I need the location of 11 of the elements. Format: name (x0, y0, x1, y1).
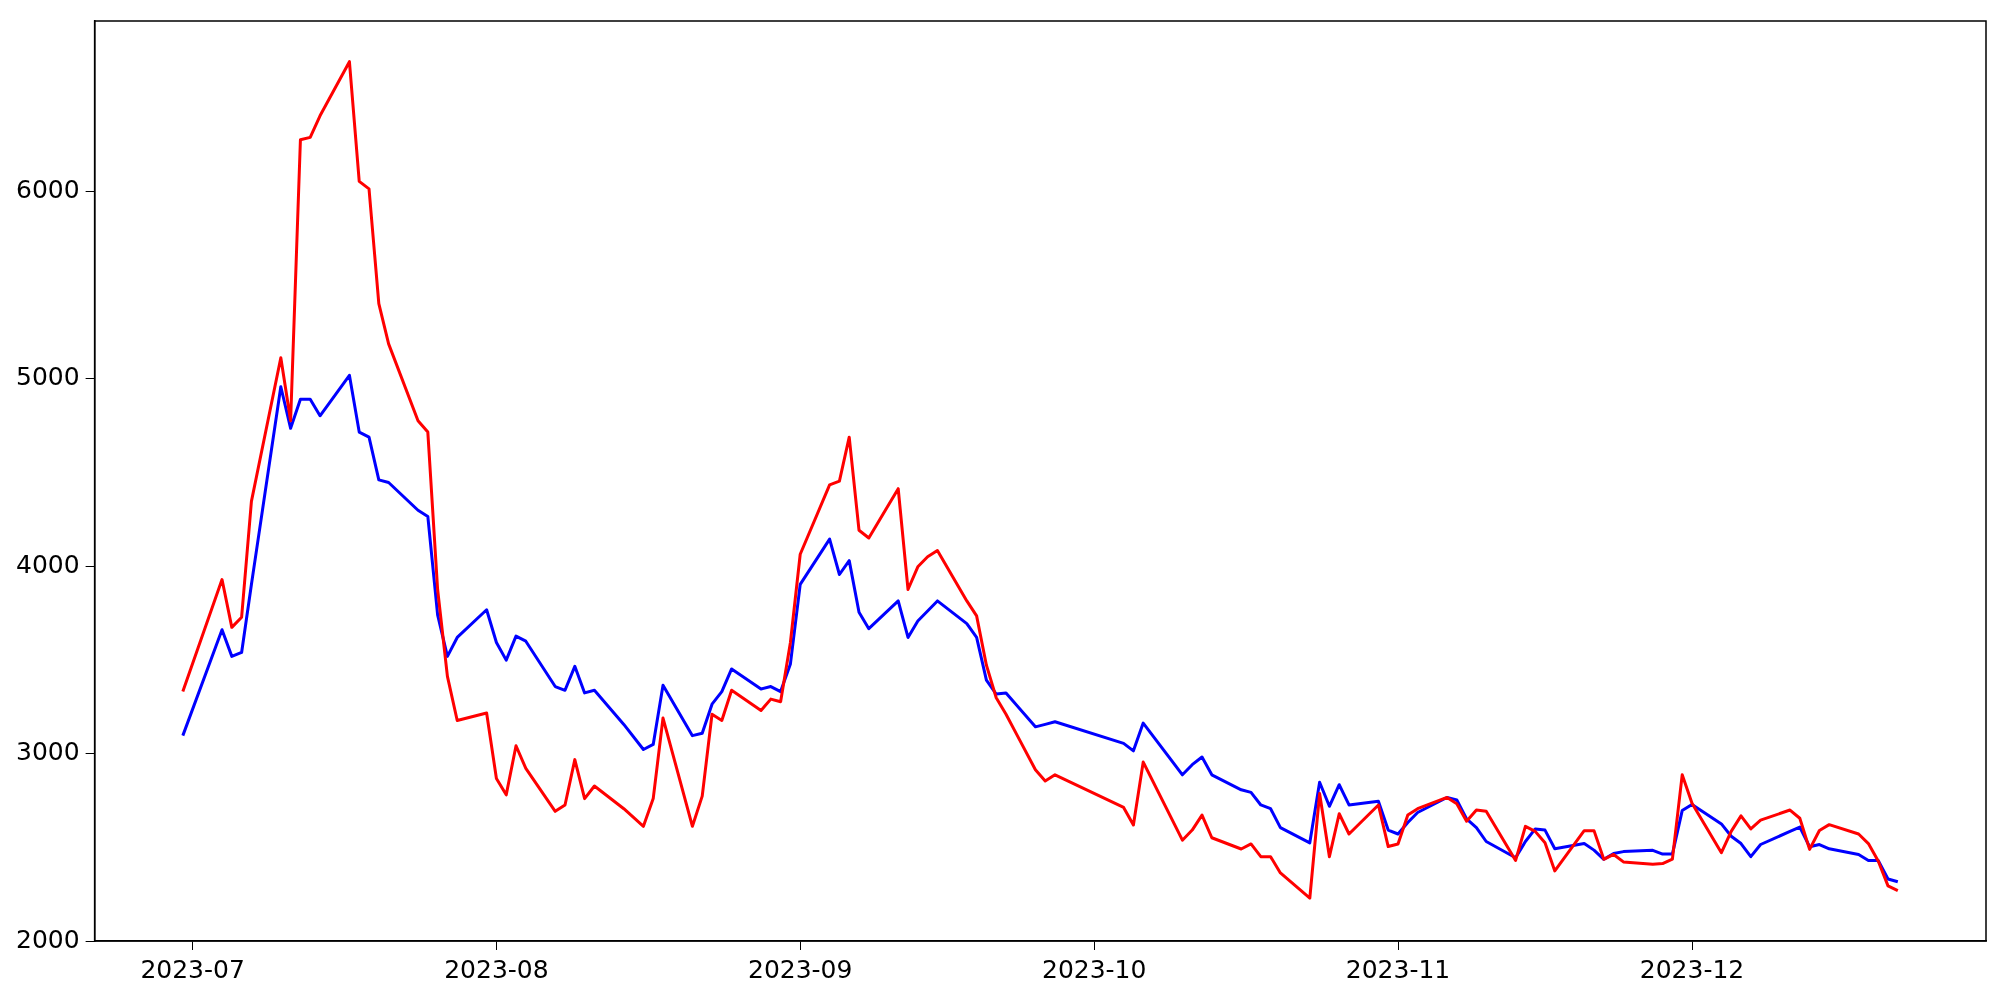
y-tick-label: 4000 (16, 549, 80, 579)
y-tick-label: 6000 (16, 175, 80, 205)
y-tick-label: 5000 (16, 362, 80, 392)
y-tick-label: 2000 (16, 924, 80, 954)
x-tick-label: 2023-08 (444, 954, 549, 984)
x-tick-label: 2023-11 (1345, 954, 1451, 984)
x-tick-label: 2023-12 (1639, 954, 1745, 984)
y-tick-label: 3000 (16, 737, 80, 767)
x-tick-label: 2023-09 (747, 954, 853, 984)
x-tick-label: 2023-07 (140, 954, 245, 984)
x-tick-label: 2023-10 (1041, 954, 1147, 984)
